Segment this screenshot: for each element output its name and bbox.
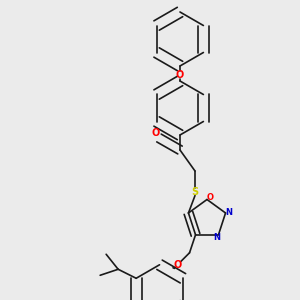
Text: O: O bbox=[206, 194, 214, 202]
Text: O: O bbox=[152, 128, 160, 139]
Text: O: O bbox=[176, 70, 184, 80]
Text: N: N bbox=[225, 208, 232, 217]
Text: N: N bbox=[214, 233, 220, 242]
Text: S: S bbox=[191, 187, 199, 197]
Text: O: O bbox=[173, 260, 182, 270]
